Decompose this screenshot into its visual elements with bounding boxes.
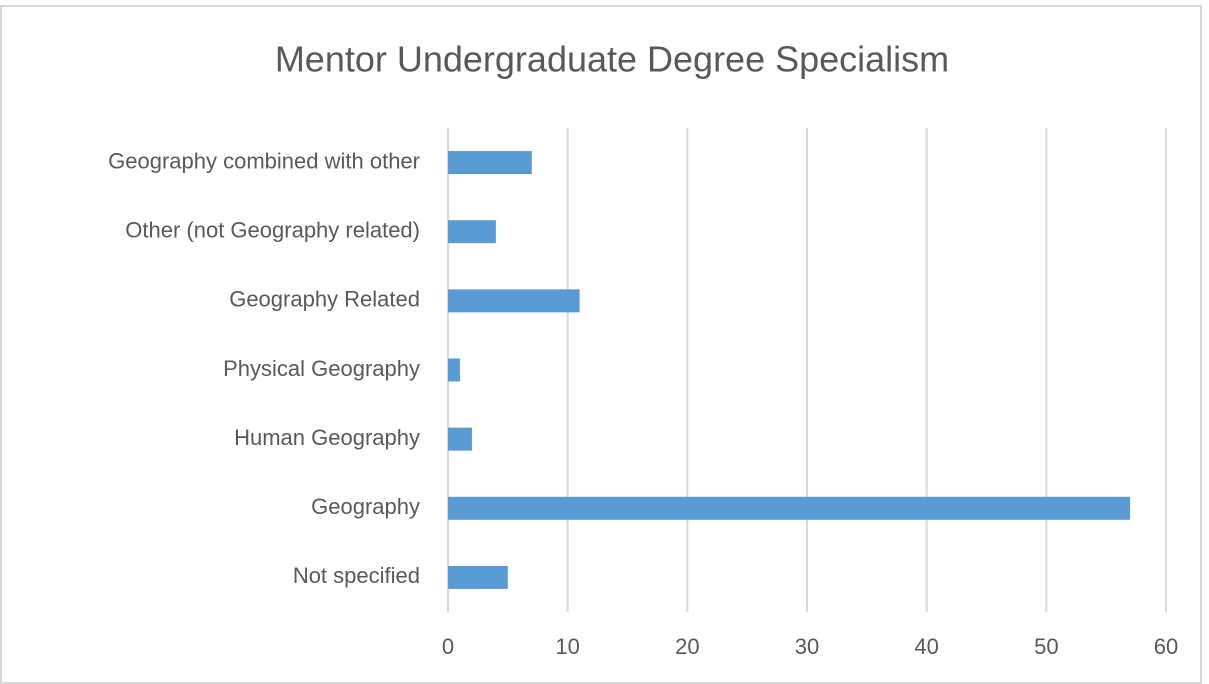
y-tick-label: Geography	[311, 494, 420, 519]
x-tick-label: 40	[914, 634, 938, 659]
bar	[448, 289, 580, 313]
y-tick-label: Other (not Geography related)	[125, 218, 420, 243]
bar	[448, 565, 508, 589]
y-tick-label: Geography Related	[229, 287, 420, 312]
y-tick-label: Not specified	[293, 563, 420, 588]
y-tick-label: Geography combined with other	[108, 148, 420, 173]
chart-border	[0, 5, 1202, 684]
bar	[448, 358, 460, 382]
x-tick-label: 60	[1154, 634, 1178, 659]
x-tick-label: 10	[555, 634, 579, 659]
bar	[448, 220, 496, 244]
x-tick-label: 30	[795, 634, 819, 659]
y-tick-label: Physical Geography	[223, 356, 420, 381]
x-tick-label: 50	[1034, 634, 1058, 659]
bar	[448, 496, 1131, 520]
chart-title: Mentor Undergraduate Degree Specialism	[275, 39, 949, 80]
x-tick-label: 20	[675, 634, 699, 659]
bar	[448, 151, 532, 175]
y-tick-label: Human Geography	[234, 425, 420, 450]
bar	[448, 427, 472, 451]
x-tick-label: 0	[442, 634, 454, 659]
